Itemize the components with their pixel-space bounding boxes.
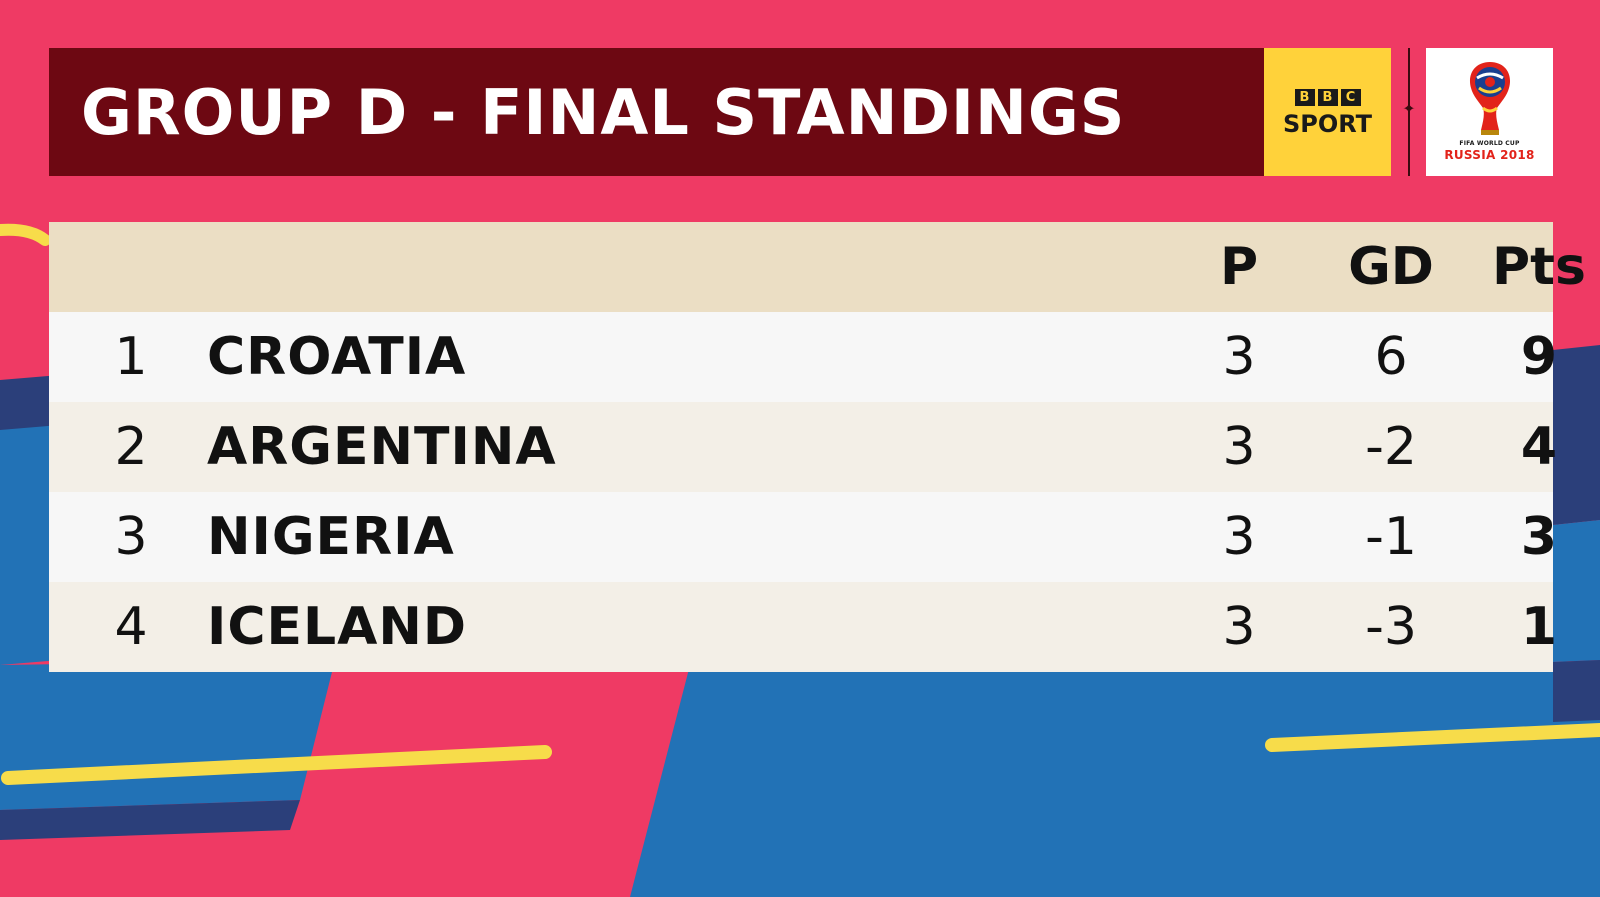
bbc-sport-text: SPORT (1282, 109, 1373, 138)
row-team: CROATIA (207, 327, 467, 387)
row-goal-difference: -2 (1365, 417, 1417, 477)
bbc-sport-logo: B B C SPORT (1264, 48, 1391, 176)
row-played: 3 (1222, 327, 1256, 387)
header-position (101, 222, 161, 312)
row-points: 3 (1520, 507, 1558, 567)
page-title: GROUP D - FINAL STANDINGS (81, 75, 1126, 149)
world-cup-trophy-icon (1469, 62, 1510, 135)
row-goal-difference: -3 (1365, 597, 1417, 657)
header-played: P (1219, 237, 1259, 297)
table-header-row: P GD Pts (49, 222, 1586, 312)
title-bar: GROUP D - FINAL STANDINGS (49, 48, 1264, 176)
bbc-letter-b1: B (1294, 88, 1315, 106)
row-points: 4 (1520, 417, 1558, 477)
row-team: ICELAND (207, 597, 468, 657)
row-position: 1 (114, 327, 148, 387)
header-points: Pts (1492, 237, 1586, 297)
row-played: 3 (1222, 597, 1256, 657)
divider-star-icon: ✦ (1402, 99, 1416, 118)
table-row: 4 ICELAND 3 -3 1 (49, 582, 1557, 672)
row-team: ARGENTINA (207, 417, 557, 477)
table-row: 2 ARGENTINA 3 -2 4 (49, 402, 1557, 492)
row-played: 3 (1222, 507, 1256, 567)
bbc-blocks: B B C (1294, 88, 1361, 106)
row-points: 1 (1520, 597, 1558, 657)
header-goal-difference: GD (1348, 237, 1434, 297)
world-cup-host: RUSSIA 2018 (1444, 148, 1535, 162)
row-team: NIGERIA (207, 507, 455, 567)
world-cup-logo: FIFA WORLD CUP RUSSIA 2018 (1426, 48, 1553, 176)
row-points: 9 (1520, 327, 1558, 387)
bbc-letter-c: C (1340, 88, 1361, 106)
row-played: 3 (1222, 417, 1256, 477)
row-position: 2 (114, 417, 148, 477)
world-cup-caption: FIFA WORLD CUP (1459, 140, 1520, 147)
row-position: 3 (114, 507, 148, 567)
logo-divider (1408, 48, 1410, 176)
table-row: 3 NIGERIA 3 -1 3 (49, 492, 1557, 582)
row-position: 4 (114, 597, 148, 657)
standings-table: P GD Pts 1 CROATIA 3 6 9 2 ARGENTINA 3 -… (49, 222, 1586, 672)
bbc-letter-b2: B (1317, 88, 1338, 106)
table-row: 1 CROATIA 3 6 9 (49, 312, 1557, 402)
row-goal-difference: 6 (1374, 327, 1408, 387)
row-goal-difference: -1 (1365, 507, 1417, 567)
